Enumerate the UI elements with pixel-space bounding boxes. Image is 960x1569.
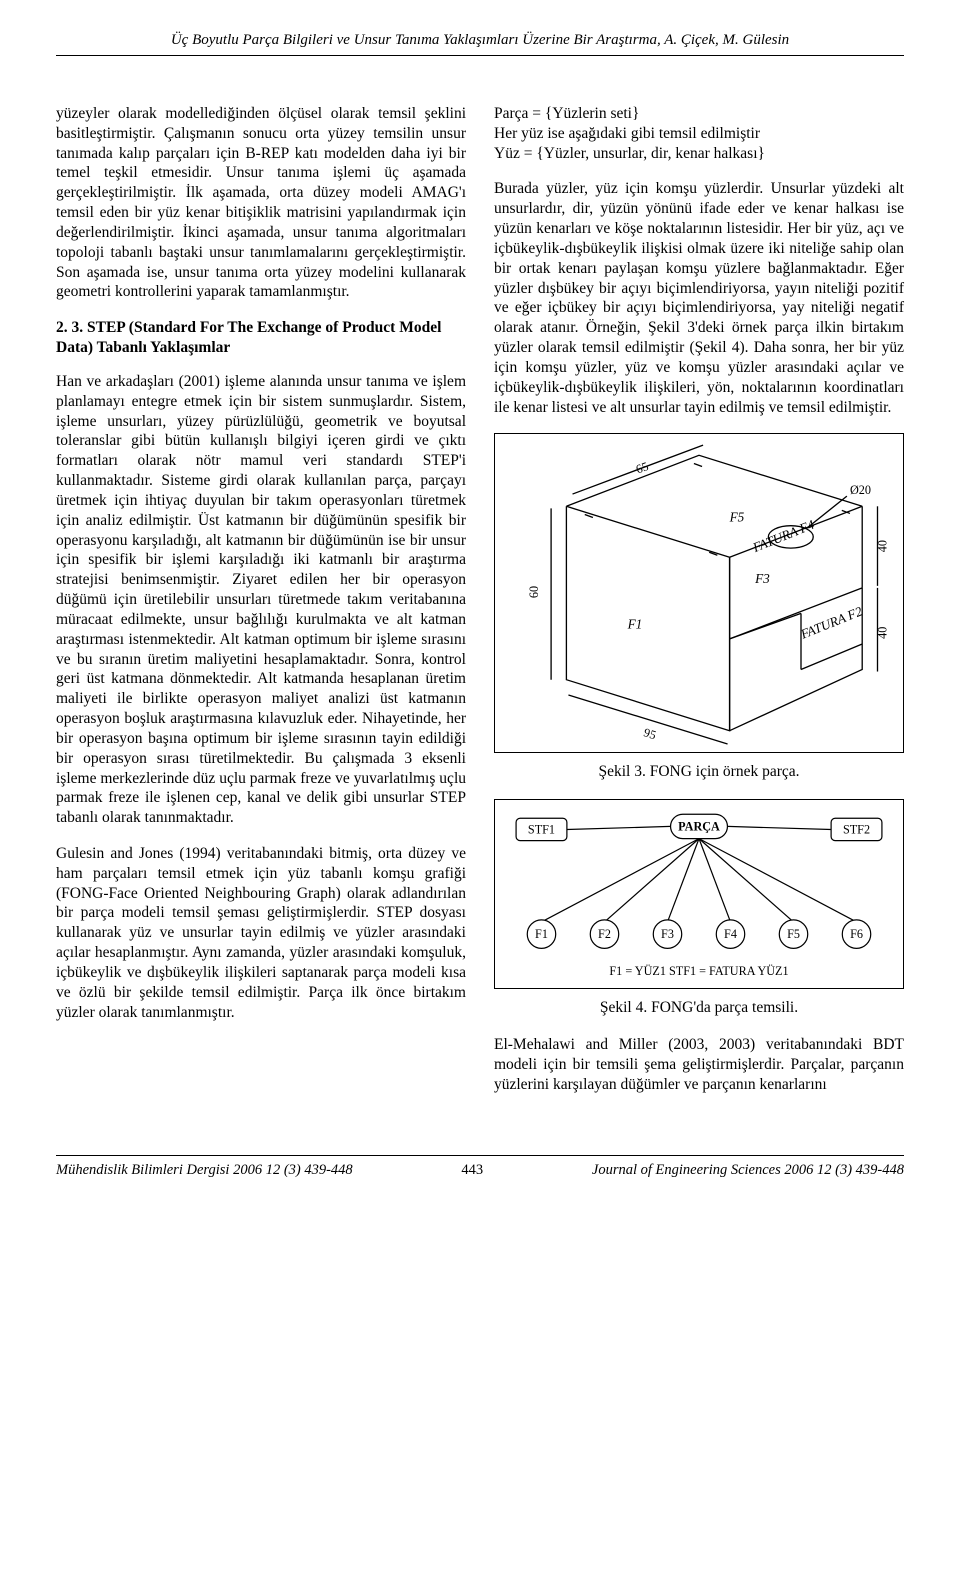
fig4-node-stf2: STF2 (843, 823, 870, 837)
figure-3-box: F1 F3 F5 FATURA F2 FATURA F4 60 65 95 Ø2… (494, 433, 904, 753)
fig4-node-f5: F5 (787, 928, 800, 942)
footer-center: 443 (461, 1162, 483, 1179)
figure-4-box: STF1 PARÇA STF2 F1 F2 F3 F4 F5 F6 F1 = Y… (494, 799, 904, 989)
footer-left: Mühendislik Bilimleri Dergisi 2006 12 (3… (56, 1162, 353, 1179)
eq-parca: Parça = {Yüzlerin seti} (494, 104, 904, 124)
two-column-layout: yüzeyler olarak modellediğinden ölçüsel … (56, 104, 904, 1111)
eq-yuz: Yüz = {Yüzler, unsurlar, dir, kenar halk… (494, 144, 904, 164)
fig4-node-parca: PARÇA (678, 820, 720, 834)
figure-4-svg: STF1 PARÇA STF2 F1 F2 F3 F4 F5 F6 F1 = Y… (495, 800, 903, 988)
fig3-dim-40a: 40 (876, 540, 890, 552)
footer-right: Journal of Engineering Sciences 2006 12 … (592, 1162, 904, 1179)
right-para-1: Burada yüzler, yüz için komşu yüzlerdir.… (494, 179, 904, 417)
left-column: yüzeyler olarak modellediğinden ölçüsel … (56, 104, 466, 1111)
fig4-node-f4: F4 (724, 928, 737, 942)
figure-3-svg: F1 F3 F5 FATURA F2 FATURA F4 60 65 95 Ø2… (495, 434, 903, 752)
fig3-dim-65: 65 (634, 460, 650, 477)
fig4-node-f2: F2 (598, 928, 611, 942)
figure-3-caption: Şekil 3. FONG için örnek parça. (494, 763, 904, 781)
left-para-1: yüzeyler olarak modellediğinden ölçüsel … (56, 104, 466, 302)
page-header-title: Üç Boyutlu Parça Bilgileri ve Unsur Tanı… (56, 32, 904, 56)
fig4-node-f3: F3 (661, 928, 674, 942)
fig3-dim-95: 95 (642, 726, 658, 743)
right-column: Parça = {Yüzlerin seti} Her yüz ise aşağ… (494, 104, 904, 1111)
page-footer: Mühendislik Bilimleri Dergisi 2006 12 (3… (56, 1155, 904, 1179)
fig3-dim-60: 60 (527, 586, 541, 598)
fig3-label-f1: F1 (627, 617, 643, 632)
left-para-2: Han ve arkadaşları (2001) işleme alanınd… (56, 372, 466, 828)
figure-4-caption: Şekil 4. FONG'da parça temsili. (494, 999, 904, 1017)
fig3-label-f3: F3 (754, 571, 770, 586)
fig4-node-f1: F1 (535, 928, 548, 942)
fig3-label-fatura-f4: FATURA F4 (750, 517, 817, 556)
eq-heryuz: Her yüz ise aşağıdaki gibi temsil edilmi… (494, 124, 904, 144)
section-title-2-3: 2. 3. STEP (Standard For The Exchange of… (56, 318, 466, 358)
fig3-dim-20: Ø20 (850, 483, 871, 497)
fig4-node-f6: F6 (850, 928, 863, 942)
fig3-dim-40b: 40 (876, 627, 890, 639)
fig3-label-f5: F5 (729, 510, 745, 525)
fig4-legend: F1 = YÜZ1 STF1 = FATURA YÜZ1 (609, 964, 788, 978)
right-para-2: El-Mehalawi and Miller (2003, 2003) veri… (494, 1035, 904, 1094)
fig4-node-stf1: STF1 (528, 823, 555, 837)
left-para-3: Gulesin and Jones (1994) veritabanındaki… (56, 844, 466, 1022)
